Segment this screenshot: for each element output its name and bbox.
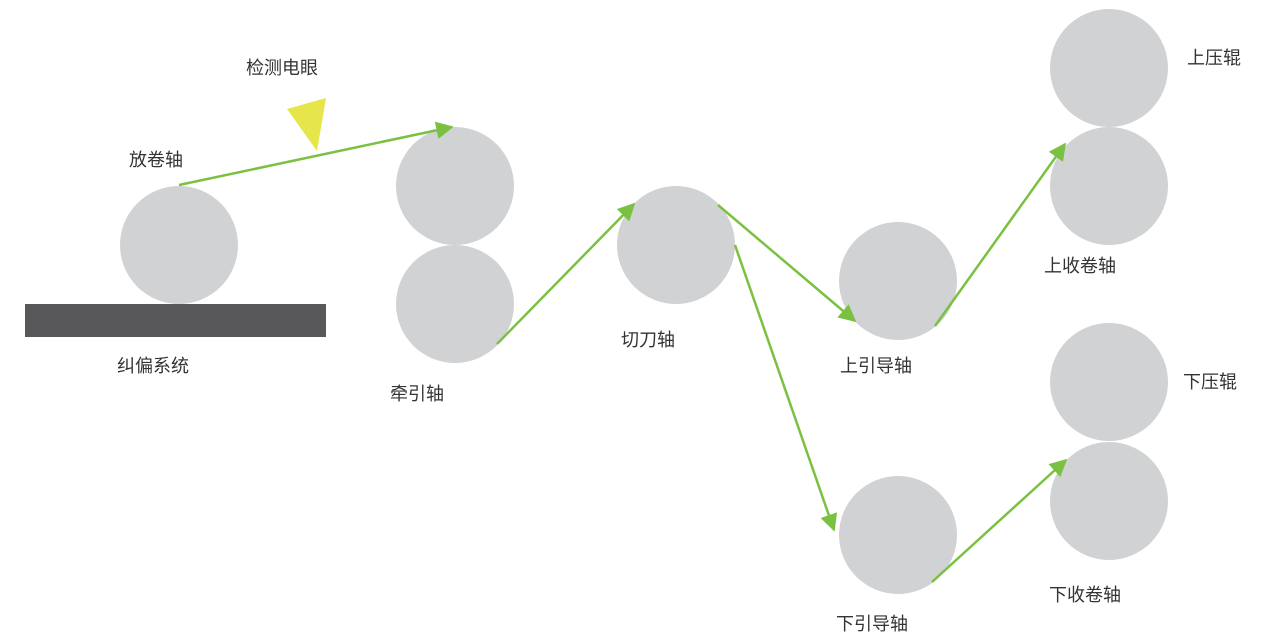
lower-rewind-roller — [1050, 442, 1168, 560]
upper-press-label: 上压辊 — [1187, 48, 1241, 69]
path-traction-to-cutter — [496, 202, 636, 345]
cutter-label: 切刀轴 — [621, 330, 675, 351]
traction-roller-bottom — [396, 245, 514, 363]
correction-system-base — [25, 304, 326, 337]
traction-roller-top — [396, 127, 514, 245]
path-cutter-to-upper-guide — [717, 204, 857, 323]
path-lower-guide-to-lower-rewind — [931, 458, 1068, 583]
sensor-eye-icon — [287, 98, 326, 151]
upper-rewind-label: 上收卷轴 — [1044, 256, 1116, 277]
upper-guide-roller — [839, 222, 957, 340]
lower-press-roller — [1050, 323, 1168, 441]
lower-press-label: 下压辊 — [1183, 372, 1237, 393]
correction-system-label: 纠偏系统 — [117, 356, 189, 377]
lower-rewind-label: 下收卷轴 — [1049, 585, 1121, 606]
traction-label: 牵引轴 — [390, 384, 444, 405]
sensor-label: 检测电眼 — [246, 58, 318, 79]
path-cutter-to-lower-guide — [733, 244, 838, 532]
unwind-label: 放卷轴 — [129, 150, 183, 171]
cutter-roller — [617, 186, 735, 304]
path-upper-guide-to-upper-rewind — [933, 142, 1067, 327]
unwind-roller — [120, 186, 238, 304]
lower-guide-roller — [839, 476, 957, 594]
upper-guide-label: 上引导轴 — [840, 356, 912, 377]
path-unwind-to-traction — [178, 121, 454, 187]
lower-guide-label: 下引导轴 — [836, 614, 908, 635]
upper-rewind-roller — [1050, 127, 1168, 245]
upper-press-roller — [1050, 9, 1168, 127]
